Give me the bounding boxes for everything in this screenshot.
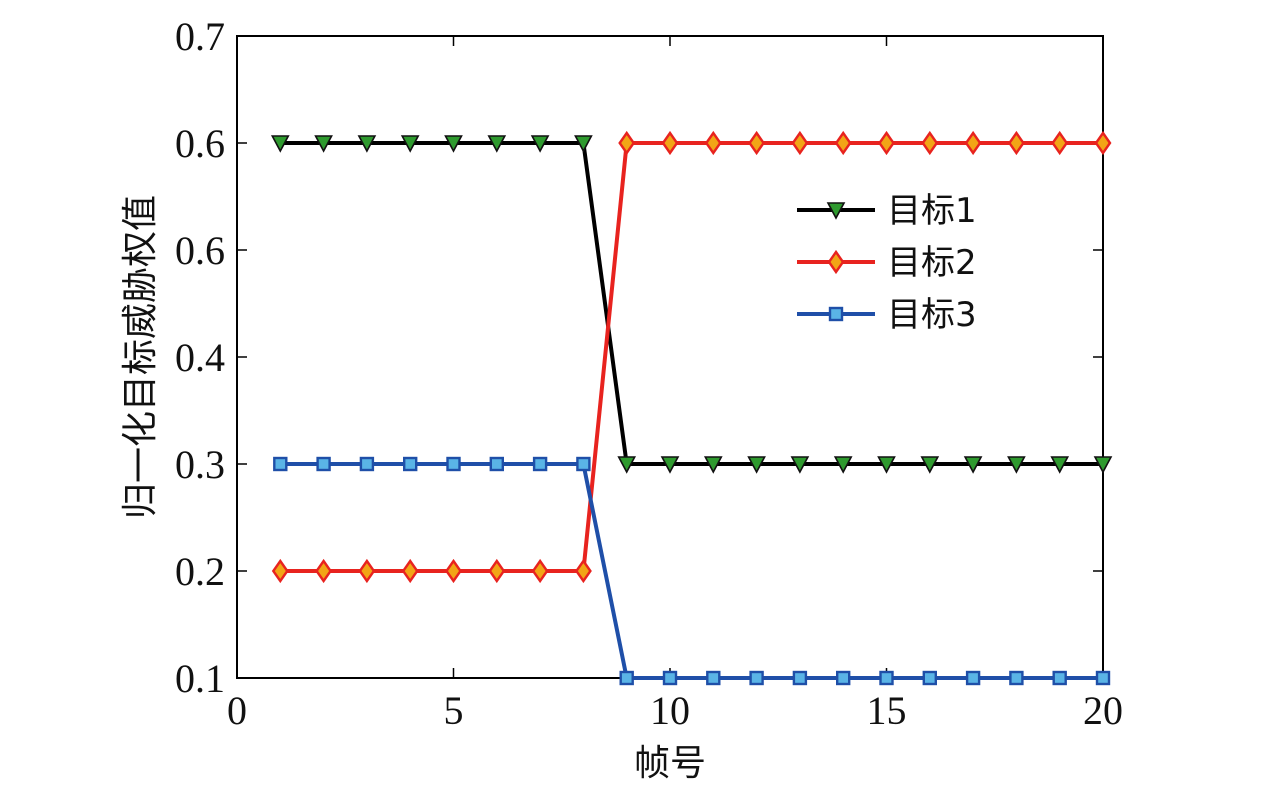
data-point xyxy=(790,456,810,474)
series-layer xyxy=(270,130,1113,686)
data-point xyxy=(531,558,549,584)
x-tick-label: 5 xyxy=(444,688,464,733)
data-point xyxy=(1007,456,1026,474)
data-point xyxy=(1009,670,1024,686)
data-point xyxy=(401,558,419,584)
data-point xyxy=(619,670,634,686)
series-1 xyxy=(270,135,1113,474)
x-axis-title: 帧号 xyxy=(634,743,706,784)
tick-labels: 0 5 10 15 20 0.1 0.2 0.3 0.4 0.6 0.6 0.7 xyxy=(175,14,1123,733)
data-point xyxy=(879,670,894,686)
series-3 xyxy=(273,456,1111,686)
legend-marker xyxy=(828,306,844,322)
series-line xyxy=(280,141,1103,573)
data-point xyxy=(1052,670,1067,686)
legend-label: 目标3 xyxy=(887,295,977,335)
series-line xyxy=(280,462,1103,680)
data-point xyxy=(1007,130,1025,156)
y-tick-label: 0.6 xyxy=(175,228,225,273)
data-point xyxy=(487,135,507,153)
legend-item-2: 目标2 xyxy=(797,243,977,283)
y-tick-label: 0.3 xyxy=(175,442,225,487)
data-point xyxy=(662,670,678,686)
data-point xyxy=(446,456,461,472)
x-tick-label: 20 xyxy=(1083,688,1123,733)
y-tick-label: 0.4 xyxy=(175,335,225,380)
data-point xyxy=(359,456,375,472)
data-point xyxy=(965,670,981,686)
data-point xyxy=(488,558,506,584)
data-point xyxy=(357,135,377,153)
data-point xyxy=(703,456,723,474)
legend: 目标1 目标2 目标3 xyxy=(797,191,977,335)
x-tick-label: 15 xyxy=(867,688,907,733)
data-point xyxy=(271,558,289,584)
x-tick-label: 0 xyxy=(227,688,247,733)
legend-item-1: 目标1 xyxy=(797,191,977,231)
data-point xyxy=(748,130,766,156)
data-point xyxy=(314,135,333,153)
data-point xyxy=(833,456,853,474)
data-point xyxy=(963,456,983,474)
data-point xyxy=(618,130,636,156)
data-point xyxy=(661,130,679,156)
data-point xyxy=(704,130,722,156)
legend-label: 目标2 xyxy=(887,243,977,283)
data-point xyxy=(747,456,766,474)
data-point xyxy=(836,670,851,686)
data-point xyxy=(532,456,548,472)
legend-marker xyxy=(827,249,845,275)
data-point xyxy=(270,135,290,153)
data-point xyxy=(1093,456,1113,474)
data-point xyxy=(920,456,940,474)
data-point xyxy=(530,135,550,153)
series-line xyxy=(280,141,1103,466)
data-point xyxy=(445,558,462,584)
data-point xyxy=(617,456,637,474)
legend-item-3: 目标3 xyxy=(797,295,977,335)
data-point xyxy=(489,456,504,472)
series-2 xyxy=(271,130,1112,584)
data-point xyxy=(660,456,680,474)
data-point xyxy=(1050,456,1070,474)
data-point xyxy=(358,558,376,584)
legend-label: 目标1 xyxy=(887,191,977,231)
data-point xyxy=(576,456,591,472)
y-tick-label: 0.6 xyxy=(175,121,225,166)
y-tick-label: 0.1 xyxy=(175,656,225,701)
data-point xyxy=(403,456,418,472)
y-axis-title: 归一化目标威胁权值 xyxy=(120,195,161,519)
data-point xyxy=(400,135,420,153)
data-point xyxy=(1094,130,1112,156)
x-tick-label: 10 xyxy=(650,688,690,733)
data-point xyxy=(791,130,809,156)
legend-marker xyxy=(826,202,846,220)
data-point xyxy=(1095,670,1111,686)
data-point xyxy=(706,670,721,686)
data-point xyxy=(834,130,852,156)
y-tick-label: 0.7 xyxy=(175,14,225,59)
data-point xyxy=(574,558,592,584)
data-point xyxy=(792,670,808,686)
data-point xyxy=(964,130,982,156)
data-point xyxy=(444,135,463,153)
data-point xyxy=(922,670,937,686)
data-point xyxy=(316,456,331,472)
data-point xyxy=(877,456,896,474)
data-point xyxy=(921,130,939,156)
data-point xyxy=(878,130,895,156)
data-point xyxy=(749,670,764,686)
data-point xyxy=(1051,130,1069,156)
data-point xyxy=(315,558,333,584)
data-point xyxy=(574,135,593,153)
data-point xyxy=(273,456,288,472)
y-tick-label: 0.2 xyxy=(175,549,225,594)
